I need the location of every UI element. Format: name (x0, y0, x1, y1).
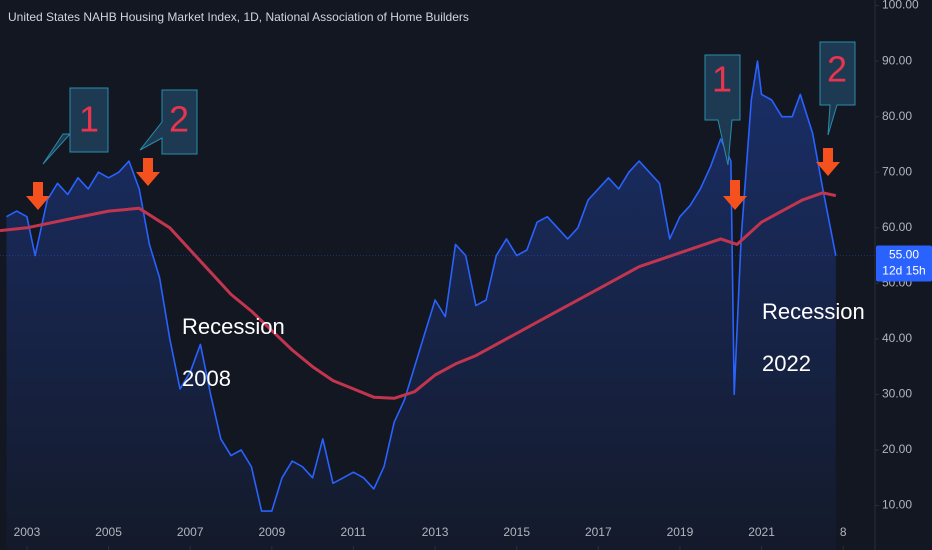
callout-label: 1 (712, 59, 732, 100)
line (6, 60, 837, 512)
area (6, 61, 836, 550)
line (0, 191, 837, 400)
annotation: Recession (182, 314, 285, 339)
y-tick-label: 20.00 (882, 442, 912, 456)
x-tick-label: 2017 (585, 525, 612, 539)
y-tick-label: 30.00 (882, 387, 912, 401)
x-tick-label: 2007 (177, 525, 204, 539)
price-label: 55.00 (889, 248, 919, 262)
callout (819, 41, 856, 136)
y-tick-label: 10.00 (882, 498, 912, 512)
annotation: 2022 (762, 351, 811, 376)
arrow (723, 180, 747, 210)
y-tick-label: 80.00 (882, 109, 912, 123)
callout (42, 87, 109, 165)
x-tick-label: 2013 (422, 525, 449, 539)
callout (139, 89, 198, 155)
decorations (26, 41, 856, 210)
arrow (26, 182, 50, 210)
callout-label: 1 (79, 99, 99, 140)
x-tick-label: 2015 (503, 525, 530, 539)
y-tick-label: 90.00 (882, 53, 912, 67)
x-tick-label: 2011 (341, 525, 367, 539)
callout (704, 54, 741, 166)
x-tick-label: 2021 (748, 525, 775, 539)
x-tick-label: 8 (840, 525, 847, 539)
callout-label: 2 (169, 99, 189, 140)
x-tick-label: 2005 (95, 525, 122, 539)
y-tick-label: 70.00 (882, 164, 912, 178)
plot (0, 60, 875, 550)
y-tick-label: 40.00 (882, 331, 912, 345)
axes: 100.0090.0080.0070.0060.0050.0040.0030.0… (14, 0, 932, 550)
y-tick-label: 60.00 (882, 220, 912, 234)
x-tick-label: 2009 (258, 525, 285, 539)
callout-label: 2 (827, 49, 847, 90)
x-tick-label: 2003 (14, 525, 41, 539)
annotation: 2008 (182, 366, 231, 391)
y-tick-label: 100.00 (882, 0, 919, 12)
countdown: 12d 15h (882, 264, 925, 278)
arrow (136, 158, 160, 186)
annotation: Recession (762, 299, 865, 324)
x-tick-label: 2019 (667, 525, 694, 539)
chart-title: United States NAHB Housing Market Index,… (8, 10, 469, 24)
arrow (816, 148, 840, 176)
price-badge (876, 245, 932, 282)
